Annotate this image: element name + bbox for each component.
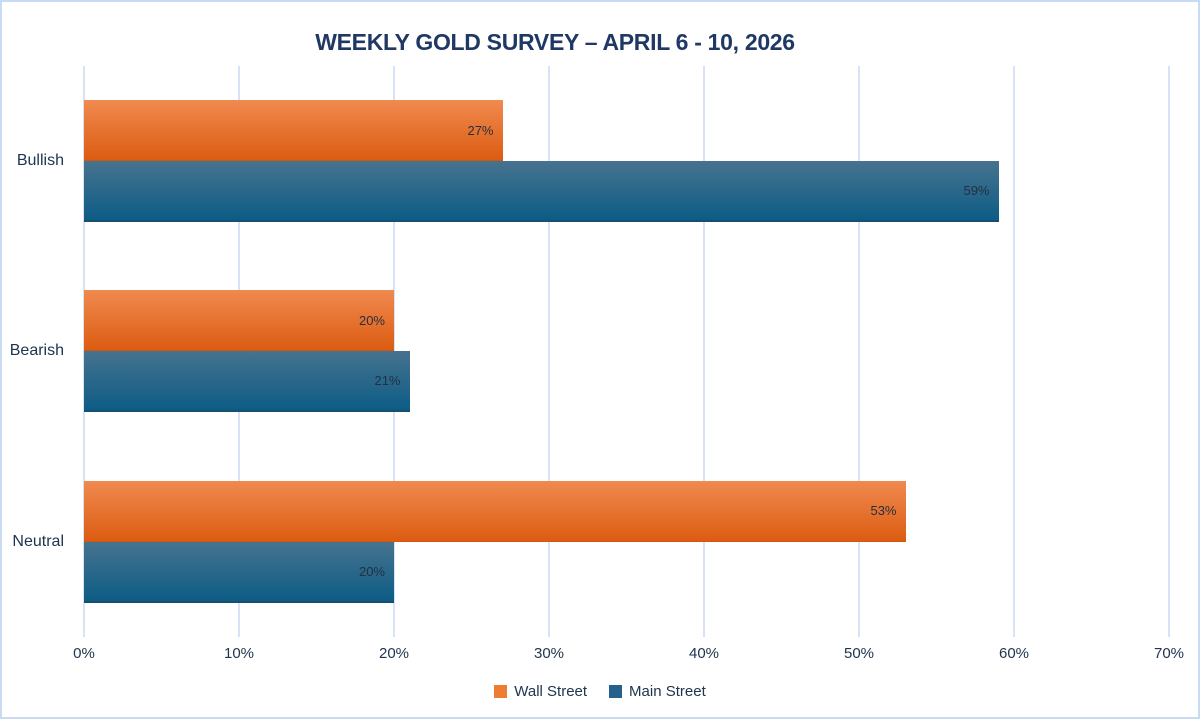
gridline [1168,66,1170,637]
chart-title: WEEKLY GOLD SURVEY – APRIL 6 - 10, 2026 [315,29,795,55]
legend-label: Main Street [629,683,706,700]
category-label: Bearish [9,342,64,360]
legend: Wall Street Main Street [2,683,1198,700]
bar-main-street-neutral: 20% [84,541,394,603]
y-axis: Bullish Bearish Neutral [2,66,84,637]
category-label: Bullish [16,152,64,170]
gridline [858,66,860,637]
bar-group-bearish: 20% 21% [84,256,1169,446]
x-tick-label: 40% [688,645,720,662]
bar-wall-street-bullish: 27% [84,100,503,162]
legend-item-wall-street: Wall Street [494,683,587,700]
data-label: 27% [467,122,494,138]
bar-group-neutral: 53% 20% [84,447,1169,637]
x-tick-label: 60% [998,645,1030,662]
x-tick-label: 10% [223,645,255,662]
plot-area: 27% 59% 20% 21% 53% 20% [83,66,1170,637]
legend-label: Wall Street [514,683,588,700]
data-label: 53% [870,503,897,519]
bar-main-street-bullish: 59% [84,161,999,223]
legend-swatch [494,685,508,698]
gridline [703,66,705,637]
bar-main-street-bearish: 21% [84,351,410,413]
x-tick-label: 70% [1153,645,1185,662]
legend-item-main-street: Main Street [609,683,706,700]
data-label: 21% [374,373,401,389]
legend-swatch [609,685,623,698]
bar-wall-street-bearish: 20% [84,290,394,352]
category-label: Neutral [12,532,64,550]
gridline [1013,66,1015,637]
x-tick-label: 20% [378,645,410,662]
x-tick-label: 30% [533,645,565,662]
data-label: 59% [963,183,990,199]
x-axis: 0% 10% 20% 30% 40% 50% 60% 70% [73,645,1184,665]
data-label: 20% [358,312,385,328]
bar-group-bullish: 27% 59% [84,66,1169,256]
x-tick-label: 50% [843,645,875,662]
bar-wall-street-neutral: 53% [84,480,906,542]
gridline [548,66,550,637]
data-label: 20% [358,563,385,579]
x-tick-label: 0% [73,645,95,662]
